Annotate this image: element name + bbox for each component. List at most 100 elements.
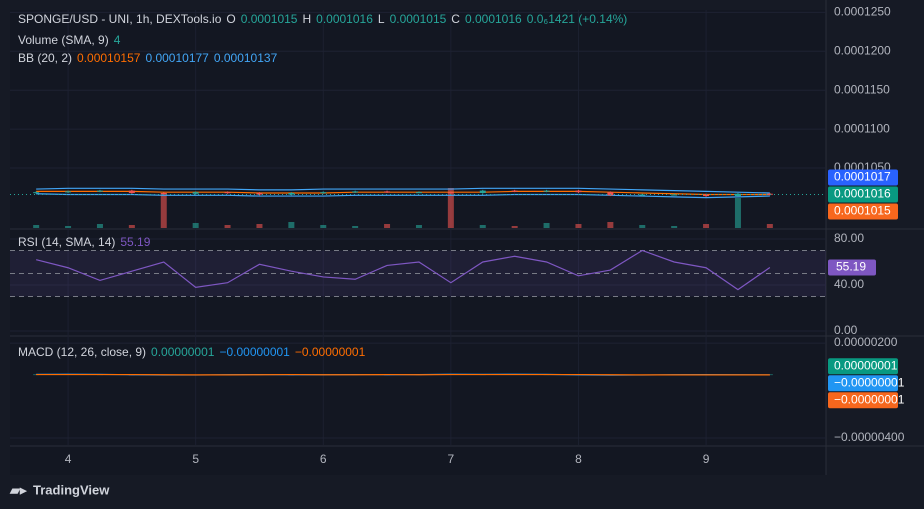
- legend-text: O: [226, 12, 235, 26]
- price-badge-label: 0.0001017: [834, 170, 891, 184]
- candle-body: [607, 192, 614, 196]
- volume-bar: [703, 224, 710, 228]
- candle-body: [511, 190, 518, 192]
- price-badge-label: 0.0001015: [834, 204, 891, 218]
- candle-body: [192, 192, 199, 194]
- price-badge: [828, 375, 898, 392]
- legend-text: −0.00000001: [295, 345, 366, 359]
- legend-text: BB (20, 2): [18, 51, 72, 65]
- volume-bar: [320, 225, 327, 228]
- candle-body: [543, 190, 550, 192]
- rsi-line: [36, 249, 771, 291]
- y-tick-label: 0.0001250: [834, 5, 891, 19]
- volume-bar: [384, 224, 391, 228]
- candle-body: [65, 191, 72, 193]
- rsi-badge-label: 55.19: [836, 260, 866, 274]
- volume-bar: [607, 222, 614, 228]
- volume-bar: [192, 223, 199, 228]
- y-tick-label: 40.00: [834, 277, 864, 291]
- price-badge: [828, 392, 898, 409]
- legend-text: 0.0001016: [465, 12, 522, 26]
- y-tick-label: 0.0001150: [834, 82, 890, 96]
- y-tick-label: −0.00000400: [834, 430, 905, 444]
- candle-body: [96, 190, 103, 192]
- legend-text: SPONGE/USD - UNI, 1h, DEXTools.io: [18, 12, 222, 26]
- legend-text: L: [378, 12, 385, 26]
- price-badge: [828, 186, 898, 203]
- plot-area: [10, 10, 826, 475]
- candle-body: [575, 190, 582, 193]
- volume-bar: [479, 225, 486, 228]
- volume-bar: [256, 224, 263, 228]
- legend-text: C: [451, 12, 460, 26]
- legend-text: RSI (14, SMA, 14): [18, 235, 115, 249]
- volume-bar: [639, 225, 646, 228]
- rsi-badge: [828, 259, 876, 276]
- volume-bar: [224, 225, 231, 228]
- volume-bar: [511, 226, 518, 228]
- price-badge-label: −0.00000001: [834, 375, 905, 389]
- bollinger-line: [36, 187, 770, 194]
- bollinger-line: [36, 193, 770, 199]
- legend-text: 0.00010157: [77, 51, 141, 65]
- price-badge: [828, 203, 898, 220]
- volume-bar: [766, 224, 773, 228]
- candle-body: [352, 191, 359, 193]
- candle-body: [256, 192, 263, 195]
- volume-bar: [734, 198, 741, 228]
- x-tick-label: 9: [703, 452, 710, 466]
- price-badge: [828, 169, 898, 186]
- volume-bar: [415, 225, 422, 228]
- candle-body: [128, 190, 135, 193]
- candle-body: [703, 194, 710, 197]
- volume-bar: [96, 224, 103, 228]
- legend-text: 0.00000001: [151, 345, 215, 359]
- candle-body: [384, 191, 391, 193]
- price-badge-label: 0.00000001: [834, 358, 898, 372]
- volume-bar: [447, 188, 454, 228]
- brand-icon: ▰▸: [9, 482, 28, 497]
- x-tick-label: 4: [65, 452, 72, 466]
- price-badge: [828, 358, 898, 375]
- candle-body: [734, 193, 741, 197]
- y-tick-label: 0.00: [834, 323, 858, 337]
- legend-text: 0.0001015: [241, 12, 298, 26]
- candle-body: [33, 192, 40, 194]
- legend-text: 0.0001015: [390, 12, 447, 26]
- candle-body: [320, 192, 327, 194]
- y-tick-label: 0.0001200: [834, 43, 891, 57]
- bollinger-line: [36, 190, 770, 196]
- legend-text: 0.0₆1421 (+0.14%): [527, 12, 628, 26]
- x-tick-label: 6: [320, 452, 327, 466]
- y-tick-label: 80.00: [834, 231, 864, 245]
- legend-text: 0.00010177: [145, 51, 209, 65]
- legend-text: −0.00000001: [219, 345, 290, 359]
- volume-bar: [160, 193, 167, 228]
- candle-body: [224, 192, 231, 194]
- candle-body: [160, 192, 167, 194]
- legend-text: MACD (12, 26, close, 9): [18, 345, 146, 359]
- volume-bar: [671, 226, 678, 228]
- candle-body: [447, 192, 454, 194]
- candle-body: [479, 190, 486, 193]
- legend-text: Volume (SMA, 9): [18, 33, 109, 47]
- legend-text: 55.19: [120, 235, 150, 249]
- footer-brand: TradingView: [33, 482, 110, 497]
- volume-bar: [65, 226, 72, 228]
- price-badge-label: −0.00000001: [834, 392, 905, 406]
- legend-text: 4: [114, 33, 121, 47]
- volume-bar: [352, 226, 359, 228]
- x-tick-label: 5: [192, 452, 199, 466]
- volume-bar: [288, 222, 295, 228]
- x-tick-label: 7: [448, 452, 455, 466]
- x-tick-label: 8: [575, 452, 582, 466]
- volume-bar: [33, 225, 40, 228]
- legend-text: H: [302, 12, 311, 26]
- y-tick-label: 0.0001100: [834, 121, 890, 135]
- volume-bar: [575, 224, 582, 228]
- volume-bar: [128, 225, 135, 228]
- volume-bar: [543, 223, 550, 228]
- legend-text: 0.0001016: [316, 12, 373, 26]
